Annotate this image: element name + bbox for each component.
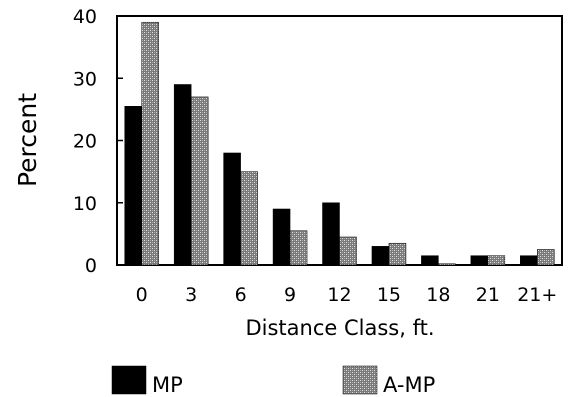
- legend-swatch-a-mp: [342, 365, 378, 395]
- plot-area: 0 10 20 30 40 0 3 6 9 12 15 18 21 21+: [73, 6, 563, 306]
- legend-label-mp: MP: [152, 373, 183, 397]
- bar-mp-21plus: [520, 255, 538, 266]
- bar-a-mp-15: [388, 242, 407, 266]
- bar-mp-12: [322, 202, 340, 266]
- bar-mp-21: [470, 255, 489, 266]
- bar-a-mp-0: [141, 21, 159, 266]
- bar-a-mp-18: [438, 263, 456, 266]
- x-tick-label: 21+: [517, 284, 557, 306]
- bar-a-mp-3: [190, 96, 209, 266]
- bar-mp-9: [272, 208, 291, 266]
- x-tick-label: 6: [235, 284, 247, 306]
- x-tick-label: 9: [284, 284, 296, 306]
- x-tick-label: 18: [426, 284, 450, 306]
- x-tick-label: 12: [327, 284, 351, 306]
- y-axis-label: Percent: [13, 93, 42, 187]
- bar-mp-18: [421, 255, 439, 266]
- y-tick-label: 20: [73, 131, 97, 153]
- y-tick-label: 0: [85, 255, 97, 277]
- y-tick-label: 40: [73, 6, 97, 28]
- bar-a-mp-9: [289, 230, 308, 266]
- y-tick-label: 30: [73, 68, 97, 90]
- bar-a-mp-21plus: [537, 249, 555, 266]
- bar-a-mp-21: [487, 255, 506, 266]
- x-tick-label: 15: [377, 284, 401, 306]
- bar-a-mp-6: [240, 171, 258, 266]
- legend-swatch-mp: [111, 365, 147, 395]
- x-tick-label: 0: [136, 284, 148, 306]
- bar-a-mp-12: [339, 236, 357, 266]
- legend: MP A-MP: [111, 365, 435, 397]
- legend-label-a-mp: A-MP: [383, 373, 435, 397]
- bar-mp-0: [124, 106, 142, 266]
- x-tick-label: 21: [476, 284, 500, 306]
- x-tick-label: 3: [185, 284, 197, 306]
- bar-mp-15: [371, 246, 390, 266]
- x-axis-label: Distance Class, ft.: [245, 316, 434, 340]
- bar-mp-6: [223, 152, 241, 266]
- y-tick-label: 10: [73, 193, 97, 215]
- bar-mp-3: [173, 84, 192, 266]
